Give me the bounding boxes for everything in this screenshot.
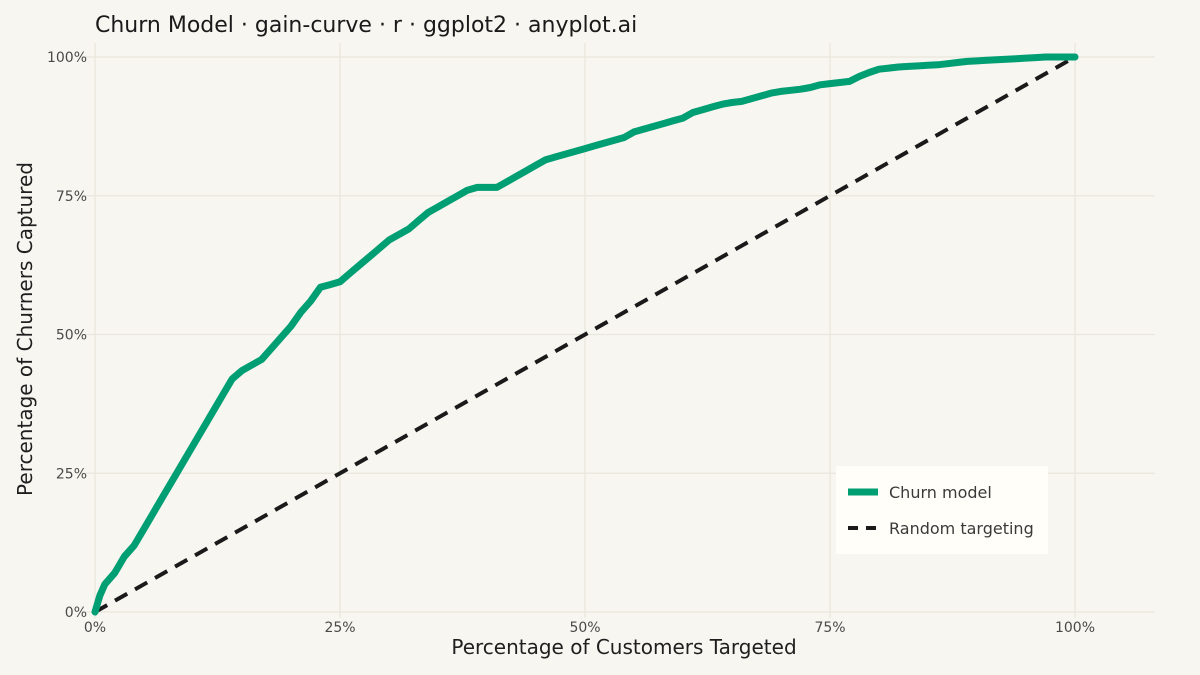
series-layer <box>91 53 1079 616</box>
y-tick-label: 50% <box>56 328 87 344</box>
legend-label-churn-model: Churn model <box>889 483 992 502</box>
series-line-churn-model <box>91 53 1079 616</box>
x-tick-label: 50% <box>569 620 600 636</box>
grid-lines <box>80 43 1155 618</box>
legend-label-random-targeting: Random targeting <box>889 519 1034 538</box>
x-tick-label: 75% <box>814 620 845 636</box>
x-tick-label: 25% <box>324 620 355 636</box>
x-tick-label: 100% <box>1055 620 1095 636</box>
chart-title: Churn Model · gain-curve · r · ggplot2 ·… <box>95 13 637 38</box>
legend-background <box>836 466 1048 554</box>
x-axis-title: Percentage of Customers Targeted <box>451 635 796 659</box>
y-tick-label: 100% <box>47 50 87 66</box>
y-tick-label: 75% <box>56 189 87 205</box>
axis-labels: Churn Model · gain-curve · r · ggplot2 ·… <box>13 13 1095 659</box>
legend: Churn model Random targeting <box>836 466 1048 554</box>
y-tick-label: 25% <box>56 466 87 482</box>
x-tick-label: 0% <box>84 620 106 636</box>
series-line-random-targeting <box>94 55 1076 614</box>
y-axis-title: Percentage of Churners Captured <box>13 162 37 496</box>
y-tick-label: 0% <box>65 605 87 621</box>
